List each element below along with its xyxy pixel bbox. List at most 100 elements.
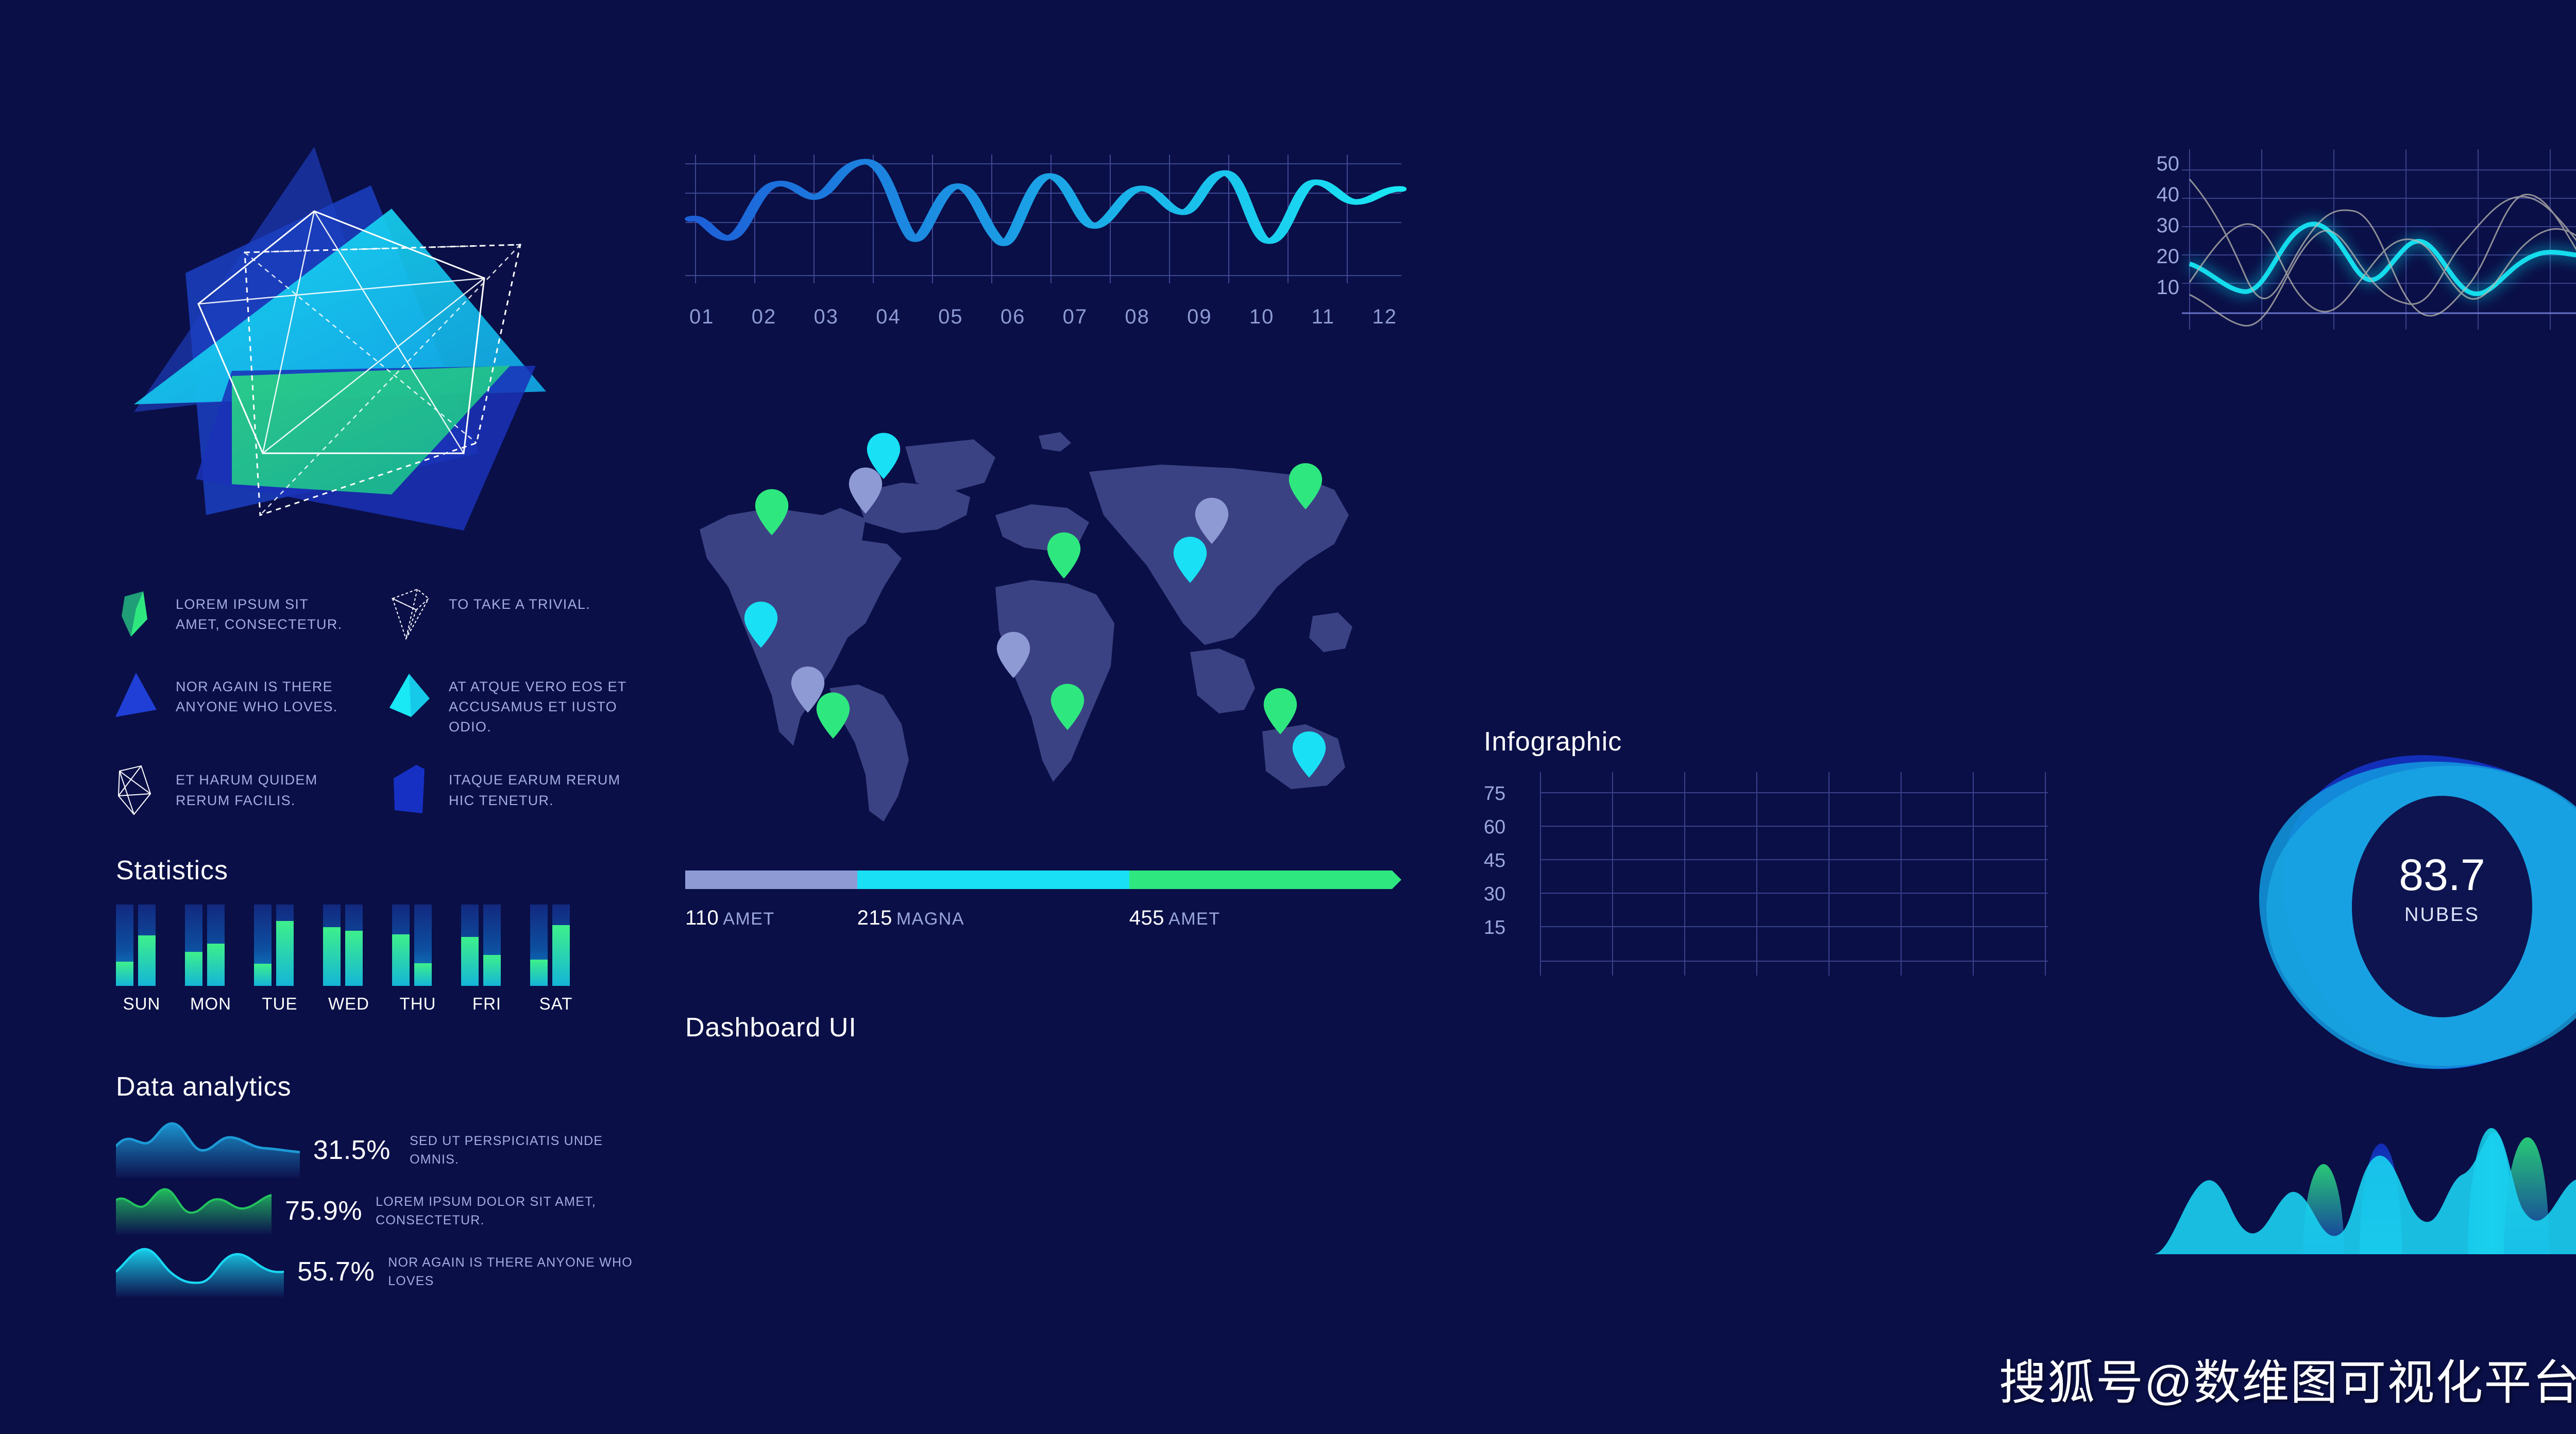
line-chart-tick: 06 <box>1000 305 1026 328</box>
statistics-group: WED <box>323 904 375 1014</box>
progress-segment[interactable] <box>857 870 1129 889</box>
legend-item[interactable]: Itaque earum rerum hic tenetur. <box>386 763 629 820</box>
map-pin[interactable] <box>996 631 1030 678</box>
sparkline <box>116 1122 300 1178</box>
statistics-panel: Statistics SUN MON TUE WED THU FRI SAT <box>116 855 631 1014</box>
statistics-bars <box>323 904 375 986</box>
progress-value: 215 <box>857 907 892 929</box>
map-pin[interactable] <box>1195 498 1229 544</box>
statistics-bar[interactable] <box>116 904 133 986</box>
statistics-bar[interactable] <box>552 904 570 986</box>
data-analytics-label: Lorem ipsum dolor sit amet, consectetur. <box>376 1194 596 1227</box>
line-chart-tick: 05 <box>938 305 963 328</box>
statistics-bar[interactable] <box>414 904 432 986</box>
statistics-bar[interactable] <box>530 904 548 986</box>
legend-item[interactable]: Nor again is there anyone who loves. <box>113 670 355 737</box>
multiline-plot <box>2182 149 2576 330</box>
legend-item-label: Lorem ipsum sit amet, consectetur. <box>176 596 343 633</box>
line-chart-tick: 09 <box>1187 305 1212 328</box>
map-pin[interactable] <box>816 692 850 739</box>
line-chart-plot <box>685 155 1407 283</box>
blob-label: Nubes <box>2404 904 2480 926</box>
map-pin[interactable] <box>1050 684 1084 730</box>
map-pin[interactable] <box>867 433 901 479</box>
statistics-bar[interactable] <box>207 904 225 986</box>
sparkline <box>116 1248 284 1298</box>
legend-item-label: Itaque earum rerum hic tenetur. <box>449 772 621 808</box>
bottom-wave-svg <box>2154 1128 2576 1254</box>
statistics-bar[interactable] <box>392 904 410 986</box>
statistics-group: MON <box>185 904 236 1014</box>
monthly-line-chart: 01 02 03 04 05 06 07 08 09 10 11 12 <box>680 139 1407 345</box>
blob-shape <box>2259 755 2576 1069</box>
statistics-bar-fill <box>461 937 479 986</box>
world-map <box>680 407 1412 840</box>
progress-track[interactable] <box>685 870 1401 889</box>
statistics-bar[interactable] <box>254 904 272 986</box>
sparkline-line <box>116 1188 272 1214</box>
statistics-bar-fill <box>552 925 570 986</box>
map-pin[interactable] <box>1263 688 1297 735</box>
statistics-bars <box>185 904 236 986</box>
line-chart-tick: 08 <box>1125 305 1150 328</box>
line-chart-tick: 01 <box>689 305 715 328</box>
legend-item[interactable]: To take a trivial. <box>386 587 629 644</box>
statistics-title: Statistics <box>116 856 229 885</box>
map-pin[interactable] <box>1292 731 1326 778</box>
legend-item-label: At atque vero eos et accusamus et iusto … <box>449 679 627 735</box>
sparkline-line <box>116 1248 284 1284</box>
line-chart-tick: 02 <box>751 305 777 328</box>
progress-labels: 110 Amet 215 Magna 455 Amet <box>685 907 1401 930</box>
map-pin[interactable] <box>755 489 789 536</box>
legend-row: Nor again is there anyone who loves. At … <box>113 670 654 737</box>
statistics-day-label: THU <box>399 994 436 1013</box>
map-pin[interactable] <box>791 667 825 713</box>
statistics-bar[interactable] <box>323 904 341 986</box>
statistics-bar-fill <box>414 963 432 986</box>
statistics-bar-fill <box>345 930 363 986</box>
statistics-day-label: SAT <box>539 994 573 1013</box>
legend-item[interactable]: Lorem ipsum sit amet, consectetur. <box>113 587 355 644</box>
dashed-prism-icon <box>386 587 435 644</box>
statistics-bars <box>116 904 167 986</box>
statistics-bars <box>530 904 582 986</box>
line-chart-tick: 10 <box>1249 305 1275 328</box>
progress-value: 455 <box>1129 907 1165 929</box>
data-analytics-percent: 31.5% <box>313 1135 391 1165</box>
progress-name: Magna <box>896 909 965 929</box>
statistics-bar[interactable] <box>185 904 202 986</box>
map-pin[interactable] <box>849 467 883 514</box>
map-pin[interactable] <box>1289 463 1323 509</box>
legend-item[interactable]: At atque vero eos et accusamus et iusto … <box>386 670 629 737</box>
blue-triangle-icon <box>113 670 162 726</box>
sparkline <box>116 1188 272 1235</box>
data-analytics-row: 55.7% Nor again is there anyone who loves <box>116 1241 647 1302</box>
statistics-bars <box>461 904 513 986</box>
progress-label: 110 Amet <box>685 907 857 930</box>
blob-value: 83.7 <box>2399 850 2485 900</box>
statistics-bar[interactable] <box>483 904 501 986</box>
progress-segment[interactable] <box>1129 870 1401 889</box>
multiline-y-tick: 50 <box>2156 152 2180 175</box>
progress-value: 110 <box>685 907 719 929</box>
data-analytics-title: Data analytics <box>116 1072 292 1102</box>
statistics-bar[interactable] <box>276 904 294 986</box>
statistics-bar[interactable] <box>138 904 156 986</box>
map-pin[interactable] <box>1173 537 1207 583</box>
triple-progress-bar: 110 Amet 215 Magna 455 Amet <box>685 870 1401 930</box>
bottom-wave-chart <box>2148 1102 2576 1278</box>
multiline-y-tick: 30 <box>2156 214 2180 237</box>
multiline-y-tick: 10 <box>2156 276 2180 299</box>
map-pin[interactable] <box>1047 532 1081 579</box>
statistics-bar[interactable] <box>461 904 479 986</box>
line-chart-tick: 11 <box>1311 305 1335 328</box>
infographic-y-tick: 30 <box>1484 883 1506 905</box>
legend-item-label: Nor again is there anyone who loves. <box>176 679 338 715</box>
data-analytics-label: Nor again is there anyone who loves <box>388 1255 633 1288</box>
map-pin[interactable] <box>744 602 778 648</box>
statistics-bar[interactable] <box>345 904 363 986</box>
statistics-bar-fill <box>254 964 272 986</box>
progress-segment[interactable] <box>685 870 857 889</box>
data-analytics-percent: 55.7% <box>297 1257 375 1287</box>
legend-item[interactable]: Et harum quidem rerum facilis. <box>113 763 355 820</box>
